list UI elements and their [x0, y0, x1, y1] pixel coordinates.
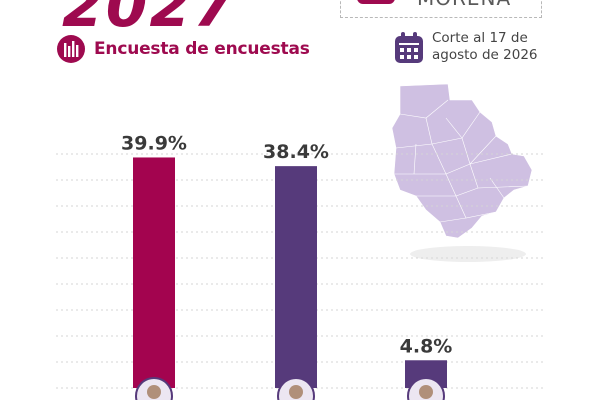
bar-2: [275, 166, 317, 388]
candidate-avatar-1: [135, 377, 173, 400]
candidate-avatar-2: [277, 377, 315, 400]
bar-chart-icon: [57, 35, 85, 63]
date-line-1: Corte al 17 de: [432, 30, 528, 46]
year-banner: 2027: [62, 0, 237, 41]
subtitle-row: Encuesta de encuestas: [56, 34, 310, 64]
date-line-2: agosto de 2026: [432, 47, 538, 63]
subtitle: Encuesta de encuestas: [94, 39, 310, 59]
party-label: MORENA: [417, 0, 511, 10]
bar-1: [133, 157, 175, 388]
bar-value-label-1: 39.9%: [121, 132, 187, 154]
cutoff-date: Corte al 17 de agosto de 2026: [394, 30, 538, 64]
bar-value-label-3: 4.8%: [400, 335, 453, 357]
party-color-swatch: [357, 0, 395, 4]
bar-value-label-2: 38.4%: [263, 141, 329, 163]
candidate-avatar-3: [407, 377, 445, 400]
calendar-icon: [395, 32, 423, 63]
party-box: MORENA: [340, 0, 542, 18]
